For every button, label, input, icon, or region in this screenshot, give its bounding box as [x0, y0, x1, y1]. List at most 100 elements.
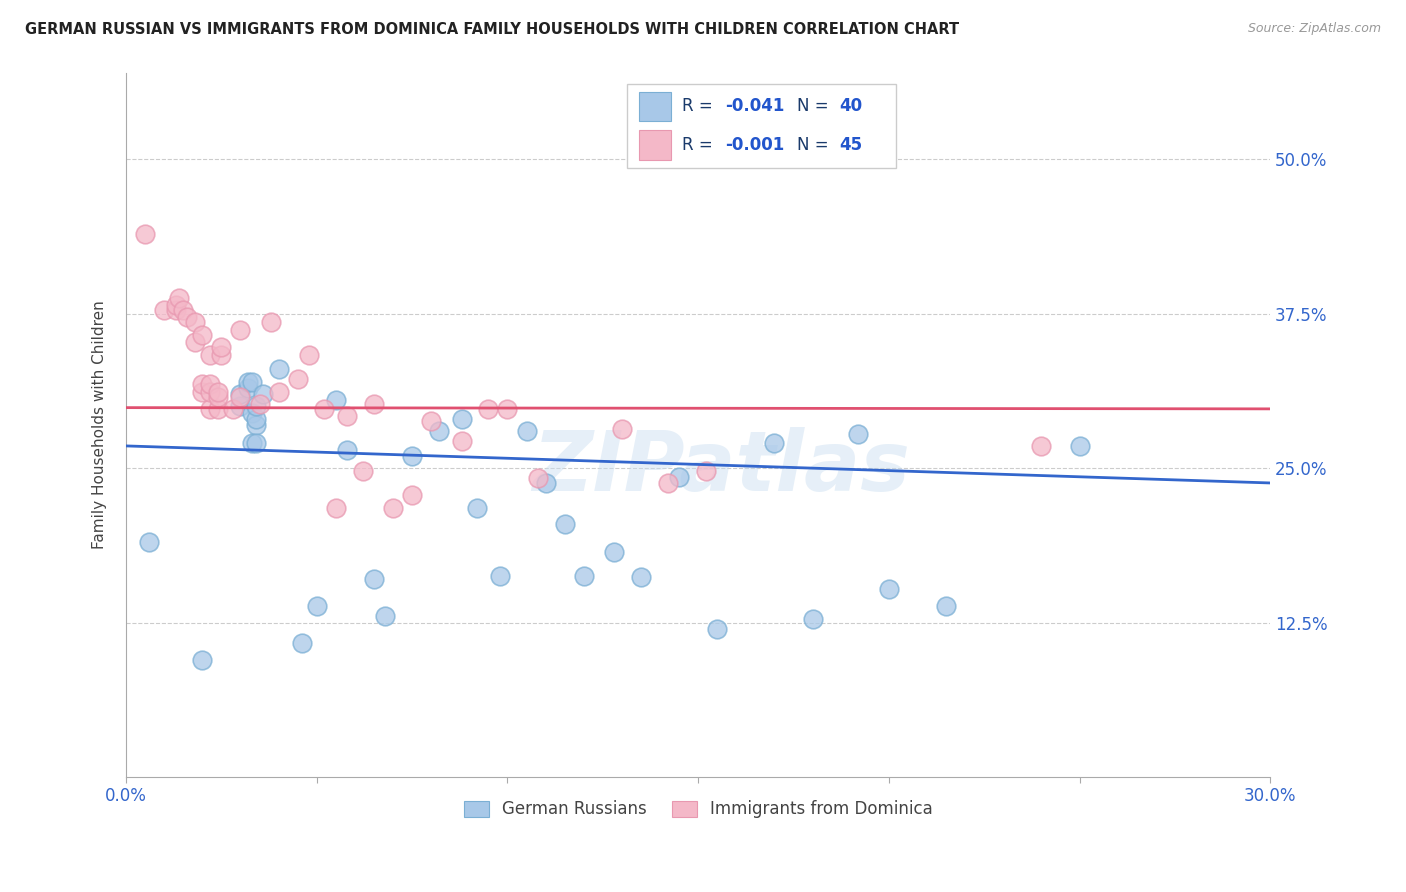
Point: [134, 227, 156, 241]
Point: [245, 411, 267, 425]
Point: [554, 516, 576, 531]
Point: [209, 347, 232, 361]
Point: [706, 622, 728, 636]
Point: [846, 426, 869, 441]
Text: N =: N =: [797, 97, 834, 115]
Point: [401, 488, 423, 502]
Point: [401, 449, 423, 463]
Point: [935, 599, 957, 614]
Point: [207, 401, 229, 416]
Point: [191, 652, 214, 666]
Point: [325, 500, 347, 515]
Point: [172, 303, 194, 318]
Point: [489, 568, 512, 582]
Point: [877, 582, 900, 596]
Point: [183, 315, 205, 329]
Point: [515, 424, 537, 438]
Point: [240, 436, 263, 450]
Point: [450, 411, 472, 425]
Point: [209, 340, 232, 354]
Point: [229, 323, 252, 337]
Text: N =: N =: [797, 136, 834, 154]
Point: [153, 303, 176, 318]
Legend: German Russians, Immigrants from Dominica: German Russians, Immigrants from Dominic…: [457, 794, 939, 825]
Point: [260, 315, 283, 329]
Point: [165, 303, 187, 318]
Text: -0.001: -0.001: [725, 136, 785, 154]
Point: [191, 384, 214, 399]
Point: [801, 612, 824, 626]
Text: R =: R =: [682, 136, 718, 154]
Text: 45: 45: [839, 136, 862, 154]
Point: [207, 384, 229, 399]
Point: [465, 500, 488, 515]
Point: [252, 387, 274, 401]
FancyBboxPatch shape: [627, 84, 896, 168]
Point: [245, 436, 267, 450]
Point: [198, 347, 221, 361]
Point: [138, 535, 160, 549]
Text: Source: ZipAtlas.com: Source: ZipAtlas.com: [1247, 22, 1381, 36]
Point: [236, 375, 259, 389]
Point: [695, 464, 717, 478]
Point: [325, 393, 347, 408]
Point: [352, 464, 374, 478]
Point: [236, 381, 259, 395]
Point: [603, 545, 626, 559]
Point: [267, 384, 290, 399]
Point: [207, 390, 229, 404]
Point: [763, 436, 786, 450]
Point: [290, 636, 312, 650]
Point: [198, 377, 221, 392]
Point: [245, 400, 267, 414]
Text: -0.041: -0.041: [725, 97, 785, 115]
Point: [249, 397, 271, 411]
Point: [222, 401, 245, 416]
Point: [240, 375, 263, 389]
Point: [420, 414, 443, 428]
Bar: [638, 92, 671, 121]
Point: [363, 572, 385, 586]
Point: [1031, 439, 1053, 453]
Text: ZIPatlas: ZIPatlas: [531, 426, 910, 508]
Point: [527, 471, 550, 485]
Point: [245, 417, 267, 432]
Point: [191, 327, 214, 342]
Point: [382, 500, 405, 515]
Point: [191, 377, 214, 392]
Point: [183, 335, 205, 350]
Point: [427, 424, 450, 438]
Point: [450, 434, 472, 448]
Point: [496, 401, 519, 416]
Point: [668, 470, 690, 484]
Point: [363, 397, 385, 411]
Point: [477, 401, 499, 416]
Point: [165, 298, 187, 312]
Point: [229, 400, 252, 414]
Point: [298, 347, 321, 361]
Point: [374, 609, 396, 624]
Point: [657, 475, 679, 490]
Text: GERMAN RUSSIAN VS IMMIGRANTS FROM DOMINICA FAMILY HOUSEHOLDS WITH CHILDREN CORRE: GERMAN RUSSIAN VS IMMIGRANTS FROM DOMINI…: [25, 22, 959, 37]
Point: [198, 401, 221, 416]
Point: [305, 599, 328, 614]
Bar: [638, 130, 671, 160]
Text: R =: R =: [682, 97, 718, 115]
Point: [630, 570, 652, 584]
Point: [198, 384, 221, 399]
Point: [1069, 439, 1091, 453]
Point: [287, 372, 309, 386]
Point: [336, 442, 359, 457]
Point: [572, 568, 595, 582]
Point: [610, 422, 633, 436]
Point: [240, 406, 263, 420]
Point: [314, 401, 336, 416]
Point: [229, 387, 252, 401]
Point: [229, 390, 252, 404]
Y-axis label: Family Households with Children: Family Households with Children: [93, 301, 107, 549]
Point: [336, 409, 359, 424]
Point: [267, 362, 290, 376]
Text: 40: 40: [839, 97, 862, 115]
Point: [169, 291, 191, 305]
Point: [176, 310, 198, 325]
